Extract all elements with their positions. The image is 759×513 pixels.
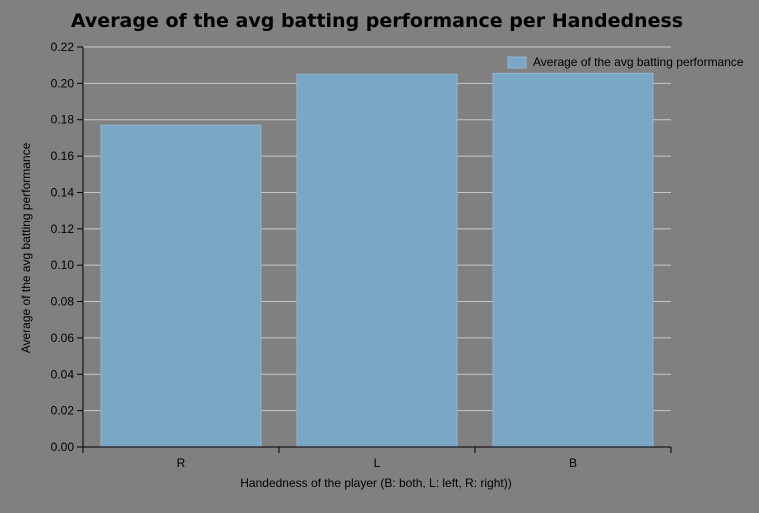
y-axis-label: Average of the avg batting performance: [19, 142, 33, 353]
legend-swatch: [507, 56, 527, 69]
y-tick-label: 0.04: [51, 367, 75, 381]
legend-clip: Average of the avg batting performance: [533, 55, 744, 69]
bars: [100, 72, 654, 448]
y-tick-label: 0.06: [51, 331, 75, 345]
axes: [82, 47, 671, 448]
legend: Average of the avg batting performance: [507, 55, 744, 69]
y-tick-label: 0.08: [51, 295, 75, 309]
y-tick-label: 0.02: [51, 404, 75, 418]
y-tick-label: 0.10: [51, 258, 75, 272]
y-ticks: 0.00 0.02 0.04 0.06 0.08 0.10 0.12 0.14 0.16 0.18…: [51, 40, 83, 454]
y-tick-label: 0.14: [51, 185, 75, 199]
y-tick-label: 0.20: [51, 76, 75, 90]
y-tick-label: 0.22: [51, 40, 75, 54]
legend-label: Average of the avg batting performance: [533, 55, 744, 69]
y-tick-label: 0.12: [51, 222, 75, 236]
y-tick-label: 0.18: [51, 113, 75, 127]
y-tick-label: 0.00: [51, 440, 75, 454]
bar: [492, 72, 654, 448]
bar: [100, 124, 262, 448]
x-axis-label: Handedness of the player (B: both, L: le…: [240, 476, 511, 490]
chart-title: Average of the avg batting performance p…: [71, 10, 683, 32]
x-tick-label: R: [177, 456, 186, 470]
x-tick-label: B: [569, 456, 577, 470]
x-tick-label: L: [374, 456, 381, 470]
y-tick-label: 0.16: [51, 149, 75, 163]
bar: [296, 73, 458, 448]
